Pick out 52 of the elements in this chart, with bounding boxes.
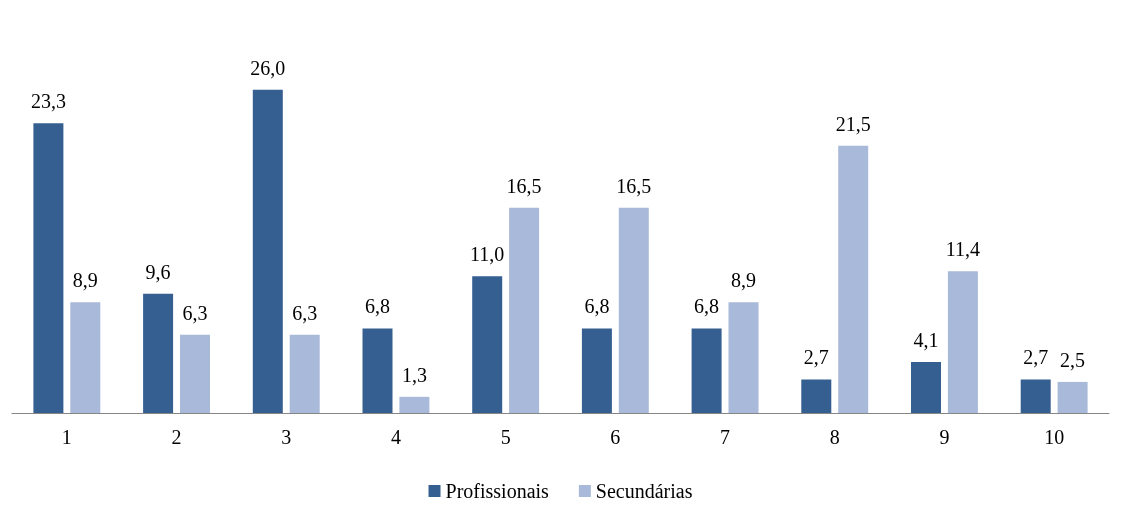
- bar: [1057, 381, 1088, 413]
- data-label: 8,9: [731, 269, 756, 292]
- data-label: 11,0: [470, 243, 505, 266]
- bar: [252, 89, 283, 413]
- bar: [947, 271, 978, 413]
- bar: [509, 207, 540, 413]
- data-label: 8,9: [72, 269, 98, 292]
- x-tick-label: 9: [939, 426, 950, 448]
- x-tick-label: 3: [281, 426, 292, 448]
- data-label: 16,5: [616, 174, 652, 197]
- bar: [143, 293, 174, 413]
- bar: [399, 396, 430, 413]
- x-tick-label: 5: [500, 426, 511, 448]
- data-label: 21,5: [835, 112, 871, 135]
- x-tick-label: 4: [390, 426, 401, 448]
- bar: [691, 328, 722, 413]
- bar: [472, 276, 503, 413]
- x-tick-label: 6: [610, 426, 621, 448]
- data-label: 2,7: [1023, 346, 1049, 369]
- bar: [801, 379, 832, 413]
- data-label: 6,8: [584, 295, 610, 318]
- data-label: 9,6: [145, 260, 171, 283]
- x-tick-label: 2: [171, 426, 182, 448]
- data-label: 23,3: [30, 90, 66, 113]
- x-tick-label: 10: [1044, 426, 1065, 448]
- data-label: 26,0: [250, 56, 286, 79]
- bar: [911, 362, 941, 413]
- x-tick-label: 1: [61, 426, 72, 448]
- legend-label: Profissionais: [445, 480, 550, 502]
- data-label: 1,3: [401, 363, 427, 386]
- bar: [838, 145, 869, 413]
- legend-label: Secundárias: [595, 480, 693, 502]
- data-label: 6,8: [365, 295, 390, 318]
- bar: [1020, 379, 1051, 413]
- bar: [581, 328, 612, 413]
- data-label: 6,8: [694, 295, 720, 318]
- bar: [362, 328, 393, 413]
- data-label: 16,5: [506, 174, 542, 197]
- data-label: 2,7: [803, 346, 829, 369]
- data-label: 4,1: [913, 329, 939, 352]
- data-label: 6,3: [182, 301, 208, 324]
- bar: [180, 334, 210, 413]
- x-tick-label: 7: [720, 426, 731, 448]
- bar: [618, 207, 649, 413]
- bar: [289, 334, 320, 413]
- bar: [33, 123, 64, 413]
- x-tick-label: 8: [829, 426, 840, 448]
- bar: [728, 302, 759, 413]
- data-label: 11,4: [945, 238, 981, 261]
- data-label: 6,3: [292, 301, 318, 324]
- bar: [70, 302, 101, 413]
- data-label: 2,5: [1060, 348, 1086, 371]
